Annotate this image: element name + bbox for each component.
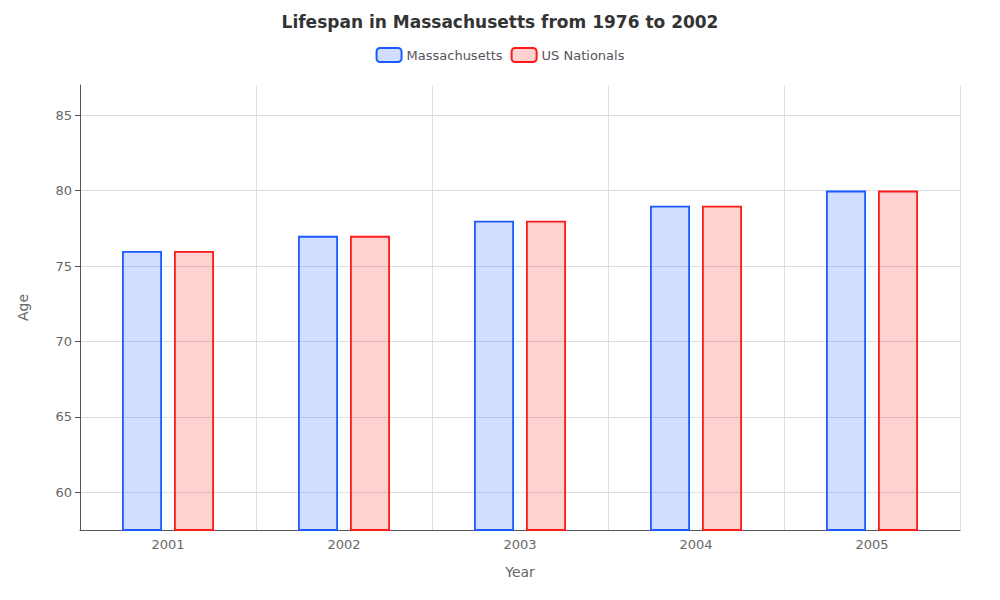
svg-text:2005: 2005 bbox=[855, 537, 888, 552]
svg-text:2003: 2003 bbox=[503, 537, 536, 552]
svg-text:Year: Year bbox=[504, 564, 535, 580]
svg-text:Massachusetts: Massachusetts bbox=[407, 48, 503, 63]
svg-text:2001: 2001 bbox=[151, 537, 184, 552]
svg-text:Age: Age bbox=[15, 294, 31, 321]
svg-text:US Nationals: US Nationals bbox=[542, 48, 625, 63]
svg-text:80: 80 bbox=[55, 183, 72, 198]
svg-text:85: 85 bbox=[55, 108, 72, 123]
svg-text:2002: 2002 bbox=[327, 537, 360, 552]
svg-text:60: 60 bbox=[55, 485, 72, 500]
svg-text:Lifespan in Massachusetts from: Lifespan in Massachusetts from 1976 to 2… bbox=[282, 12, 719, 32]
svg-text:75: 75 bbox=[55, 259, 72, 274]
svg-text:65: 65 bbox=[55, 409, 72, 424]
svg-text:70: 70 bbox=[55, 334, 72, 349]
svg-text:2004: 2004 bbox=[679, 537, 712, 552]
